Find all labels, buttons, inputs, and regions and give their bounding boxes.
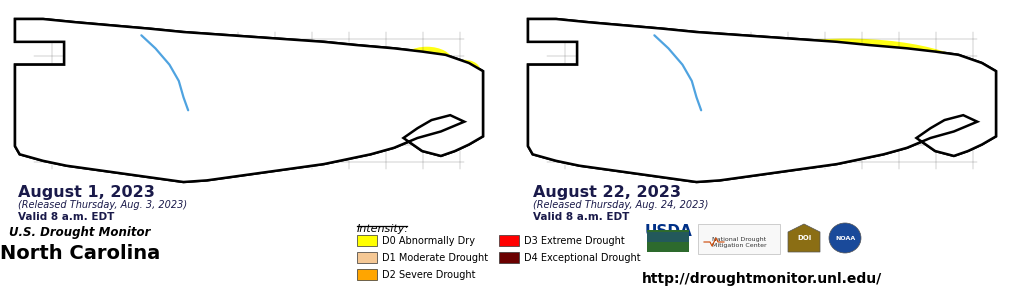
Text: North Carolina: North Carolina [0,244,160,263]
Ellipse shape [401,47,453,76]
Polygon shape [15,19,483,182]
Ellipse shape [711,39,982,123]
Polygon shape [788,224,820,252]
Text: DOI: DOI [797,235,811,241]
Polygon shape [15,19,483,182]
Bar [698,224,780,254]
Ellipse shape [554,117,596,136]
Text: National Drought
Mitigation Center: National Drought Mitigation Center [712,237,766,248]
Ellipse shape [835,127,886,149]
Text: U.S. Drought Monitor: U.S. Drought Monitor [9,226,151,239]
Bar [357,269,377,280]
Polygon shape [528,19,996,182]
Bar [357,235,377,246]
Bar [357,252,377,263]
Text: NOAA: NOAA [835,236,855,241]
Text: August 1, 2023: August 1, 2023 [18,185,155,200]
Bar [499,235,519,246]
Text: August 22, 2023: August 22, 2023 [534,185,681,200]
Text: D1 Moderate Drought: D1 Moderate Drought [382,253,488,263]
Text: Valid 8 a.m. EDT: Valid 8 a.m. EDT [18,212,115,222]
Ellipse shape [447,60,480,82]
Ellipse shape [829,223,861,253]
Bar [499,252,519,263]
Text: (Released Thursday, Aug. 3, 2023): (Released Thursday, Aug. 3, 2023) [18,200,187,210]
Ellipse shape [725,109,771,138]
Ellipse shape [879,128,916,148]
Text: D4 Exceptional Drought: D4 Exceptional Drought [524,253,641,263]
Text: Intensity:: Intensity: [357,224,410,234]
Text: USDA: USDA [644,224,692,239]
Ellipse shape [23,122,54,144]
Ellipse shape [278,53,343,89]
Text: (Released Thursday, Aug. 24, 2023): (Released Thursday, Aug. 24, 2023) [534,200,709,210]
Ellipse shape [340,48,401,81]
Bar [647,232,689,242]
Text: http://droughtmonitor.unl.edu/: http://droughtmonitor.unl.edu/ [642,272,882,286]
Text: D3 Extreme Drought: D3 Extreme Drought [524,236,625,246]
Ellipse shape [240,70,287,115]
Ellipse shape [570,117,627,136]
Text: D2 Severe Drought: D2 Severe Drought [382,270,475,280]
Polygon shape [528,19,996,182]
Text: D0 Abnormally Dry: D0 Abnormally Dry [382,236,475,246]
Bar [647,230,689,252]
Text: Valid 8 a.m. EDT: Valid 8 a.m. EDT [534,212,630,222]
